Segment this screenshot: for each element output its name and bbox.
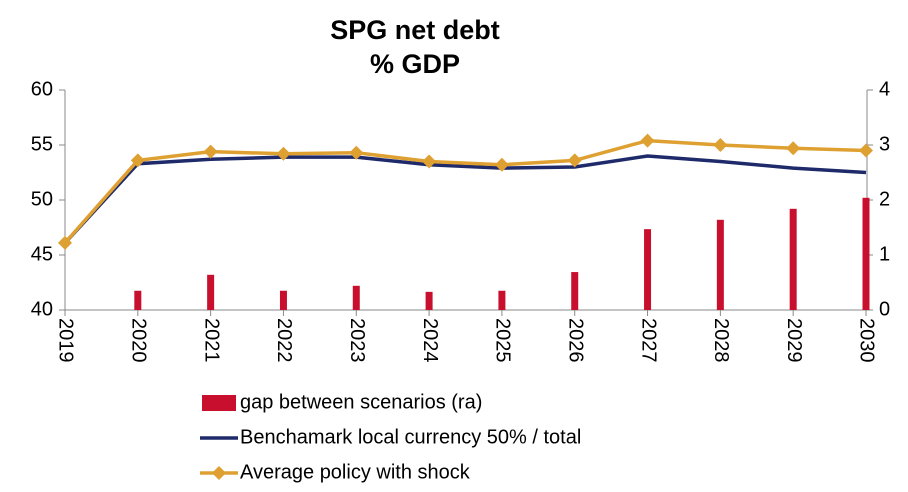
x-tick-label: 2021 (200, 318, 222, 363)
legend-marker (212, 466, 226, 480)
x-tick-label: 2026 (564, 318, 586, 363)
marker (130, 153, 145, 168)
marker (786, 141, 801, 156)
bar (498, 290, 506, 310)
marker (58, 235, 72, 250)
legend-label: Benchamark local currency 50% / total (240, 426, 581, 448)
bar (789, 208, 797, 310)
marker (494, 157, 509, 172)
marker (713, 138, 728, 152)
legend-swatch (202, 395, 236, 411)
x-tick-label: 2028 (710, 318, 732, 363)
bar (716, 219, 724, 310)
x-tick-label: 2020 (128, 318, 150, 363)
x-tick-label: 2024 (419, 318, 441, 363)
y2-tick-label: 1 (879, 243, 890, 265)
x-tick-label: 2019 (55, 318, 77, 363)
x-tick-label: 2029 (783, 318, 805, 363)
chart-subtitle: % GDP (370, 49, 460, 79)
x-tick-label: 2023 (346, 318, 368, 363)
y-tick-label: 50 (31, 188, 53, 210)
chart-title: SPG net debt (330, 15, 500, 45)
bar (644, 229, 652, 310)
y-tick-label: 55 (31, 133, 53, 155)
y-tick-label: 40 (31, 298, 53, 320)
x-tick-label: 2027 (637, 318, 659, 363)
y-tick-label: 45 (31, 243, 53, 265)
marker (422, 154, 437, 169)
y2-tick-label: 2 (879, 188, 890, 210)
bar (862, 197, 870, 310)
bar (352, 285, 360, 310)
marker (567, 153, 582, 168)
y-tick-label: 60 (31, 78, 53, 100)
marker (203, 144, 218, 159)
x-tick-label: 2030 (856, 318, 878, 363)
legend-label: Average policy with shock (240, 461, 471, 483)
y2-tick-label: 4 (879, 78, 890, 100)
line (63, 154, 867, 245)
y2-tick-label: 3 (879, 133, 890, 155)
bar (134, 290, 142, 310)
marker (640, 133, 655, 148)
y2-tick-label: 0 (879, 298, 890, 320)
bar (279, 290, 287, 310)
marker (859, 143, 873, 158)
bar (207, 274, 215, 310)
marker (349, 145, 364, 160)
bar (571, 272, 579, 310)
legend-label: gap between scenarios (ra) (240, 391, 482, 413)
x-tick-label: 2022 (273, 318, 295, 363)
line (63, 138, 867, 245)
x-tick-label: 2025 (492, 318, 514, 363)
bar (425, 291, 433, 310)
marker (276, 146, 291, 161)
